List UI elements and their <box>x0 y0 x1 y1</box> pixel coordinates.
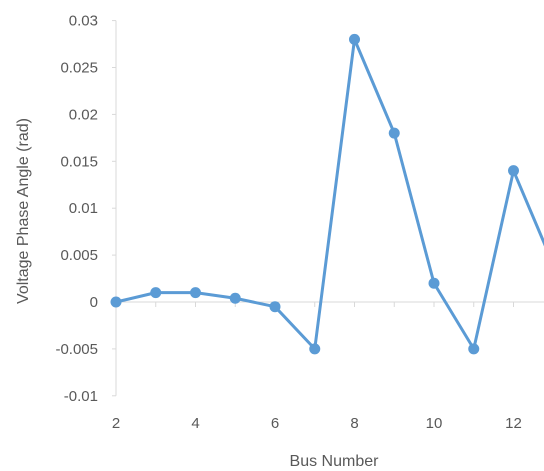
x-tick-label: 6 <box>271 415 279 432</box>
y-tick-label: 0.03 <box>69 13 98 30</box>
y-tick-label: 0 <box>90 294 98 311</box>
y-tick-label: 0.005 <box>60 247 98 264</box>
y-tick-label: -0.005 <box>55 341 98 358</box>
x-tick-label: 8 <box>350 415 358 432</box>
data-point <box>110 296 122 308</box>
data-point <box>388 127 400 139</box>
data-point <box>190 287 201 299</box>
x-tick-label: 10 <box>426 415 443 432</box>
data-point <box>349 33 360 45</box>
y-tick-label: 0.02 <box>69 106 98 123</box>
y-tick-label: -0.01 <box>64 388 98 405</box>
data-point <box>508 165 519 177</box>
series-layer <box>110 33 544 355</box>
y-axis-label: Voltage Phase Angle (rad) <box>15 118 32 304</box>
y-tick-label: 0.015 <box>60 153 98 170</box>
data-point <box>229 292 241 304</box>
y-tick-labels: 0.03 0.025 0.02 0.015 0.01 0.005 0 -0.005 -0.01 <box>55 13 116 405</box>
x-axis-label: Bus Number <box>290 453 380 470</box>
data-point <box>428 277 440 289</box>
data-point <box>468 343 480 355</box>
y-tick-label: 0.01 <box>69 200 98 217</box>
x-tick-label: 2 <box>112 415 120 432</box>
data-point <box>309 343 321 355</box>
x-tick-label: 4 <box>191 415 199 432</box>
data-point <box>150 287 162 299</box>
series-line <box>115 37 544 351</box>
y-tick-label: 0.025 <box>60 60 98 77</box>
data-point <box>269 301 281 313</box>
x-tick-label: 12 <box>505 415 522 432</box>
